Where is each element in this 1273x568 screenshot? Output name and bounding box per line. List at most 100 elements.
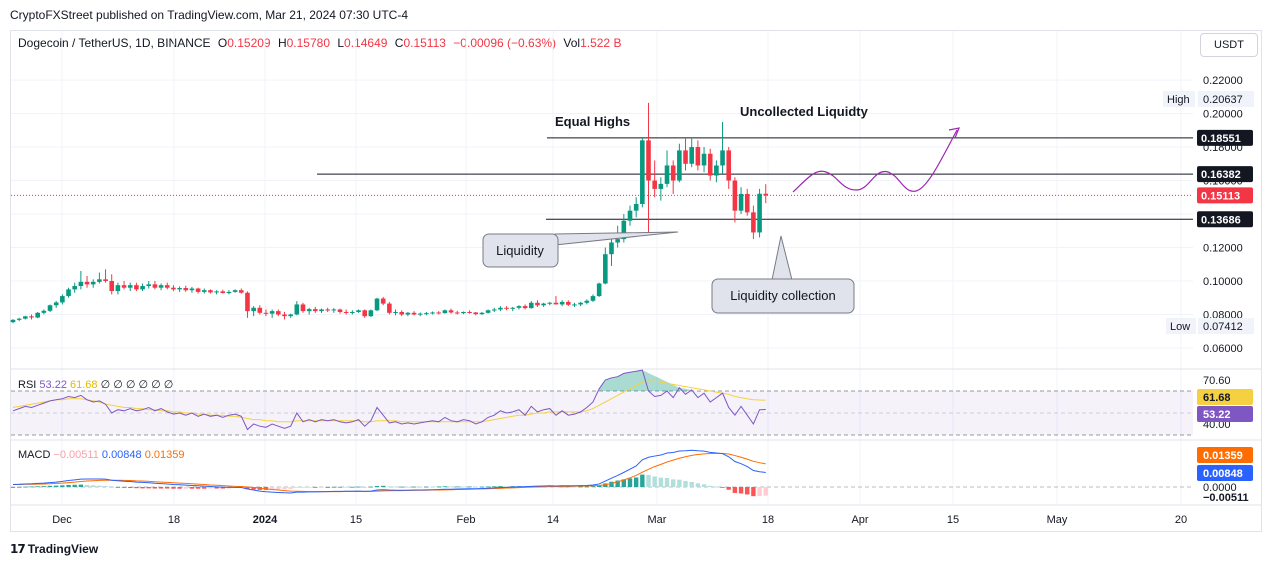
macd-legend: MACD −0.00511 0.00848 0.01359	[18, 449, 184, 461]
liquidity-callout-pointer	[554, 231, 679, 246]
candle-body	[331, 309, 337, 311]
candle-body	[121, 285, 127, 288]
last-price-badge-bg	[1197, 187, 1253, 204]
macd-histogram-bar	[220, 487, 225, 489]
high-label: H	[277, 36, 287, 50]
low-value: 0.07412	[1203, 321, 1243, 333]
macd-histogram-bar	[47, 485, 53, 487]
tradingview-logo[interactable]: 17 TradingView	[10, 542, 98, 556]
level-badge: 0.13686	[1201, 214, 1241, 226]
macd-histogram-bar	[202, 487, 207, 489]
macd-histogram-bar	[430, 486, 435, 488]
macd-histogram-bar	[596, 485, 602, 487]
macd-histogram-bar	[195, 487, 201, 489]
time-tick-label: Feb	[457, 514, 476, 526]
macd-histogram-bar	[319, 487, 324, 488]
candle-body	[516, 306, 522, 308]
time-tick-label: 15	[947, 514, 959, 526]
macd-histogram-bar	[66, 484, 71, 487]
candle-body	[276, 311, 281, 315]
macd-histogram-bar	[399, 486, 404, 488]
candle-body	[152, 284, 158, 288]
candle-body	[350, 311, 355, 313]
macd-histogram-bar	[436, 486, 441, 488]
level-badge: 0.16382	[1201, 169, 1241, 181]
macd-histogram-bar	[664, 477, 670, 487]
candle-body	[127, 285, 133, 288]
macd-histogram-bar	[368, 486, 374, 488]
macd-histogram-bar	[393, 486, 398, 488]
symbol-name[interactable]: Dogecoin / TetherUS, 1D, BINANCE	[18, 36, 211, 50]
candle-body	[343, 311, 349, 313]
candle-body	[498, 307, 503, 310]
candle-body	[269, 311, 275, 314]
level-badge: 0.18551	[1201, 133, 1241, 145]
high-value: 0.15780	[286, 36, 331, 50]
candle-body	[115, 285, 121, 292]
macd-histogram-bar	[152, 487, 158, 489]
candle-body	[714, 165, 719, 176]
candle-body	[757, 193, 762, 233]
time-tick-label: Apr	[851, 514, 868, 526]
candle-body	[232, 290, 238, 292]
macd-histogram-bar	[670, 479, 676, 487]
candle-body	[263, 312, 269, 314]
macd-histogram-bar	[121, 487, 127, 488]
low-label: L	[337, 36, 345, 50]
tradingview-logo-icon: 17	[10, 542, 26, 556]
time-tick-label: Dec	[52, 514, 72, 526]
candle-body	[356, 310, 361, 312]
currency-button[interactable]: USDT	[1200, 33, 1258, 57]
price-tick-label: 0.20000	[1203, 109, 1243, 121]
macd-histogram-bar	[559, 486, 565, 488]
macd-histogram-bar	[10, 487, 16, 488]
candle-body	[109, 281, 115, 292]
candle-body	[387, 303, 392, 313]
candle-body	[90, 281, 96, 285]
macd-histogram-bar	[350, 486, 355, 488]
macd-histogram-bar	[652, 476, 657, 487]
macd-histogram-bar	[720, 487, 725, 488]
macd-histogram-bar	[609, 481, 614, 487]
macd-histogram-bar	[677, 479, 682, 487]
candle-body	[732, 180, 738, 211]
macd-histogram-bar	[442, 486, 448, 488]
candle-body	[424, 313, 429, 315]
low-tag-label: Low	[1170, 321, 1190, 333]
close-label: C	[394, 36, 404, 50]
macd-histogram-bar	[467, 486, 472, 488]
macd-histogram-bar	[214, 487, 219, 489]
candle-body	[35, 312, 40, 318]
macd-histogram-bar	[60, 485, 65, 487]
macd-histogram-bar	[732, 487, 738, 493]
candle-body	[319, 309, 324, 312]
macd-histogram-bar	[158, 487, 164, 489]
macd-line-value: 0.00848	[101, 449, 142, 461]
macd-histogram-bar	[343, 486, 349, 488]
publisher-line: CryptoFXStreet published on TradingView.…	[10, 8, 408, 22]
macd-histogram-bar	[109, 487, 114, 488]
open-value: 0.15209	[227, 36, 271, 50]
equal-highs-label: Equal Highs	[555, 114, 630, 129]
macd-histogram-bar	[658, 477, 664, 487]
candle-body	[325, 309, 330, 311]
candle-body	[559, 301, 565, 305]
time-tick-label: 15	[350, 514, 362, 526]
rsi-badge: 53.22	[1203, 409, 1231, 421]
candle-body	[701, 153, 707, 166]
candle-body	[337, 309, 343, 312]
macd-histogram-bar	[473, 486, 478, 488]
macd-histogram-bar	[448, 486, 454, 488]
level-badge-bg	[1197, 211, 1253, 228]
candle-body	[405, 312, 411, 315]
candle-body	[72, 286, 77, 290]
time-axis: Dec 18 2024 15 Feb 14 Mar 18 Apr 15 May 20	[52, 514, 1187, 526]
candle-body	[553, 302, 559, 305]
macd-histogram-bar	[479, 486, 485, 488]
macd-histogram-bar	[374, 485, 380, 487]
macd-line-badge: 0.00848	[1203, 468, 1243, 480]
macd-signal-badge: 0.01359	[1203, 450, 1243, 462]
price-axis: 0.220000.200000.180000.160000.120000.100…	[1163, 75, 1254, 355]
